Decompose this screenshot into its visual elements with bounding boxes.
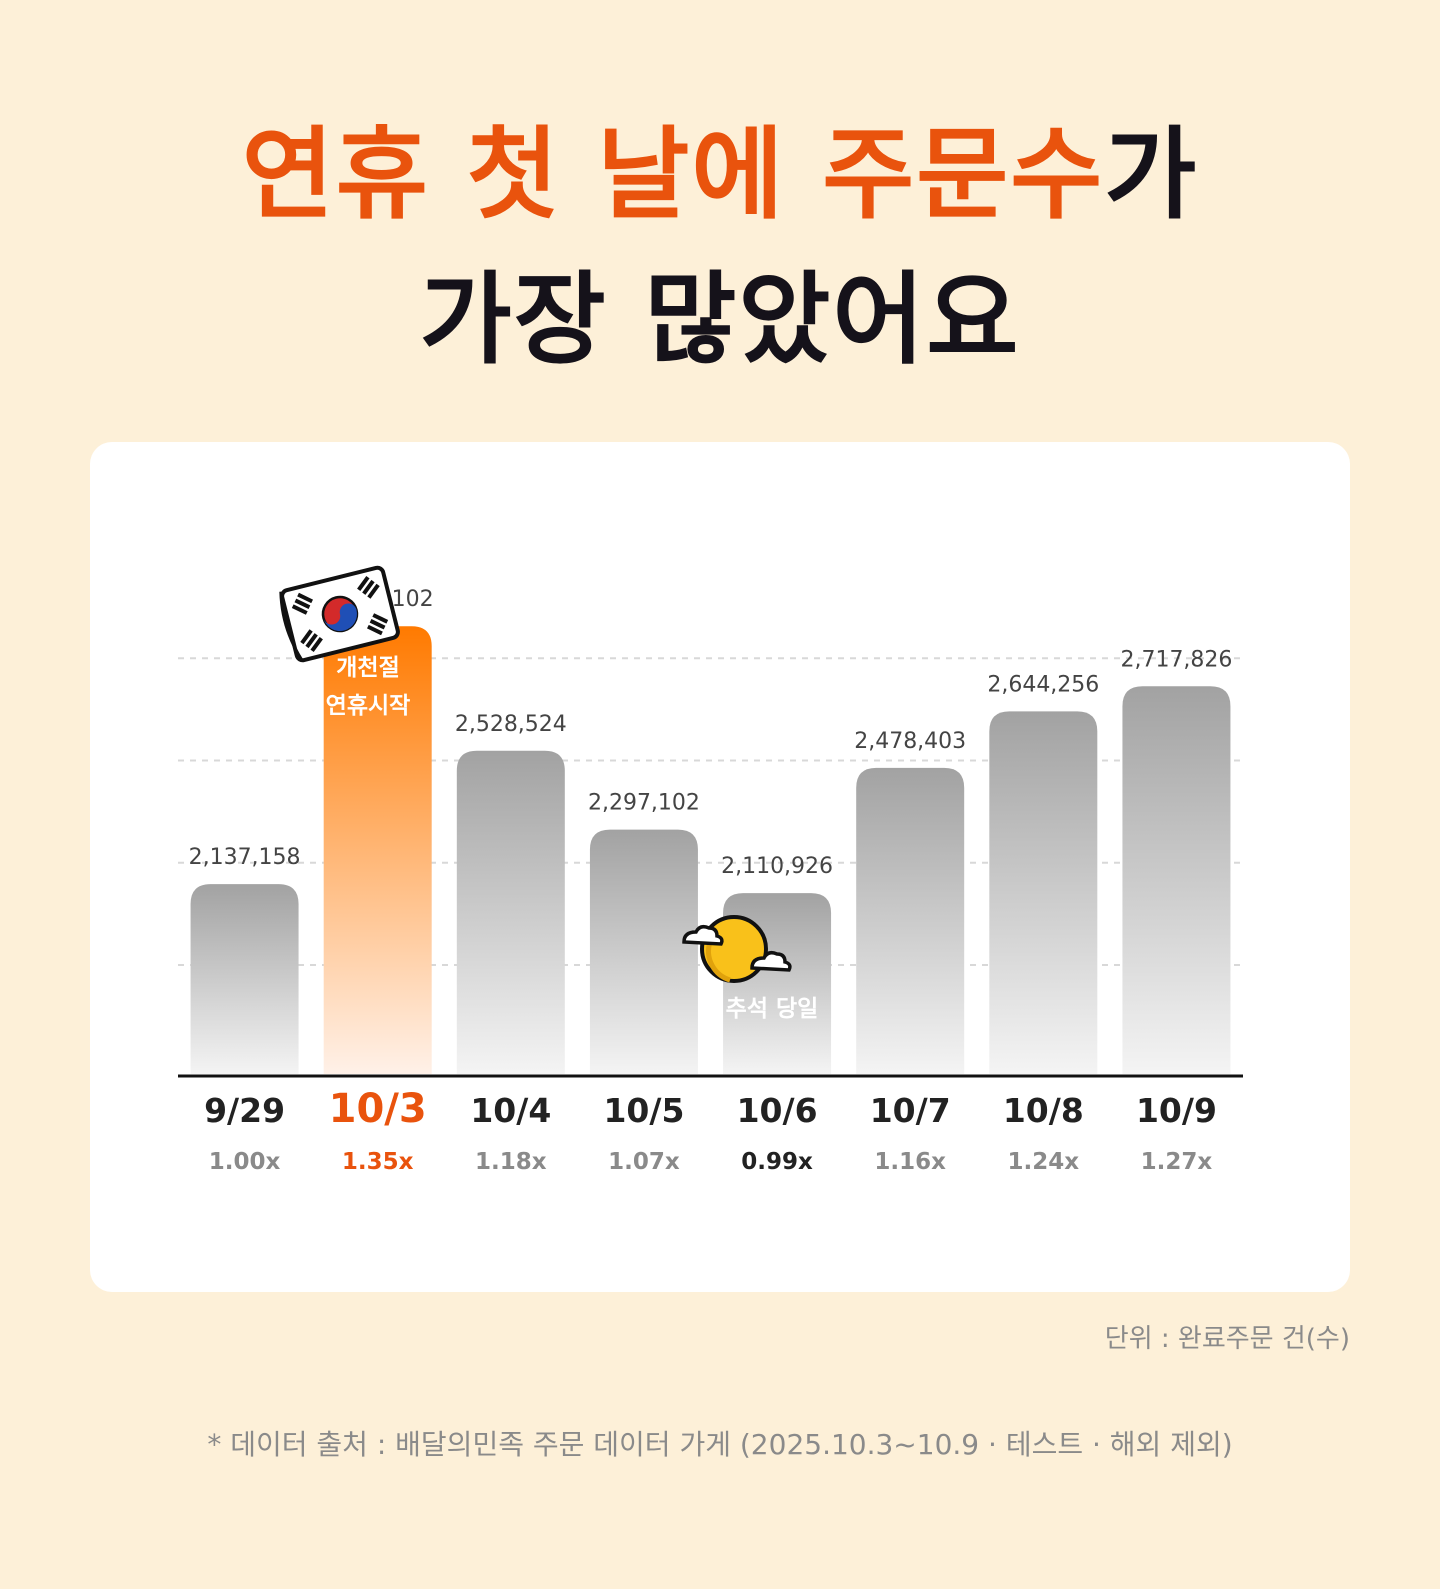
unit-label: 단위 : 완료주문 건(수) [1104, 1324, 1350, 1354]
holiday-start-label-1: 개천절 [336, 655, 399, 681]
ratio-label: 1.35x [342, 1149, 414, 1175]
headline-line-1: 연휴 첫 날에 주문수가 [0, 105, 1440, 245]
headline-highlight: 연휴 첫 날에 주문수 [241, 116, 1105, 233]
holiday-start-label-2: 연휴시작 [326, 693, 411, 719]
ratio-label: 1.07x [608, 1149, 680, 1175]
ratio-label: 0.99x [741, 1149, 813, 1175]
bar-10-9 [1122, 686, 1231, 1074]
source-note: * 데이터 출처 : 배달의민족 주문 데이터 가게 (2025.10.3~10… [207, 1428, 1233, 1461]
bar-value-label: 2,137,158 [189, 845, 301, 870]
bar-value-label: 2,110,926 [721, 854, 833, 879]
ratio-label: 1.00x [209, 1149, 281, 1175]
bar-value-label: 2,478,403 [854, 729, 966, 754]
x-tick-label: 10/3 [329, 1086, 427, 1132]
x-tick-label: 9/29 [204, 1091, 285, 1130]
x-tick-label: 10/7 [870, 1091, 951, 1130]
ratio-label: 1.27x [1141, 1149, 1213, 1175]
bar-chart: 2,137,1582,894,1022,528,5242,297,1022,11… [178, 565, 1243, 1175]
bar-10-5 [589, 829, 698, 1074]
x-tick-label: 10/8 [1003, 1091, 1084, 1130]
chart-card: 2,137,1582,894,1022,528,5242,297,1022,11… [90, 442, 1350, 1292]
bar-10-3 [323, 626, 432, 1074]
bar-10-8 [989, 711, 1098, 1074]
chuseok-day-label: 추석 당일 [726, 996, 819, 1022]
x-tick-label: 10/6 [737, 1091, 818, 1130]
ratio-label: 1.18x [475, 1149, 547, 1175]
cloud-icon [682, 924, 792, 972]
bar-10-4 [456, 750, 565, 1074]
ratio-label: 1.16x [874, 1149, 946, 1175]
bar-9-29 [190, 884, 299, 1074]
bar-value-label: 2,717,826 [1120, 647, 1232, 672]
ratio-label: 1.24x [1008, 1149, 1080, 1175]
x-tick-label: 10/5 [603, 1091, 684, 1130]
headline-line-2: 가장 많았어요 [419, 261, 1021, 378]
x-tick-label: 10/9 [1136, 1091, 1217, 1130]
korean-flag-icon [279, 565, 400, 663]
bar-10-7 [856, 767, 965, 1074]
bar-value-label: 2,528,524 [455, 712, 567, 737]
bar-value-label: 2,297,102 [588, 791, 700, 816]
bar-value-label: 2,644,256 [987, 672, 1099, 697]
headline-rest: 가 [1104, 116, 1199, 233]
x-tick-label: 10/4 [470, 1091, 551, 1130]
